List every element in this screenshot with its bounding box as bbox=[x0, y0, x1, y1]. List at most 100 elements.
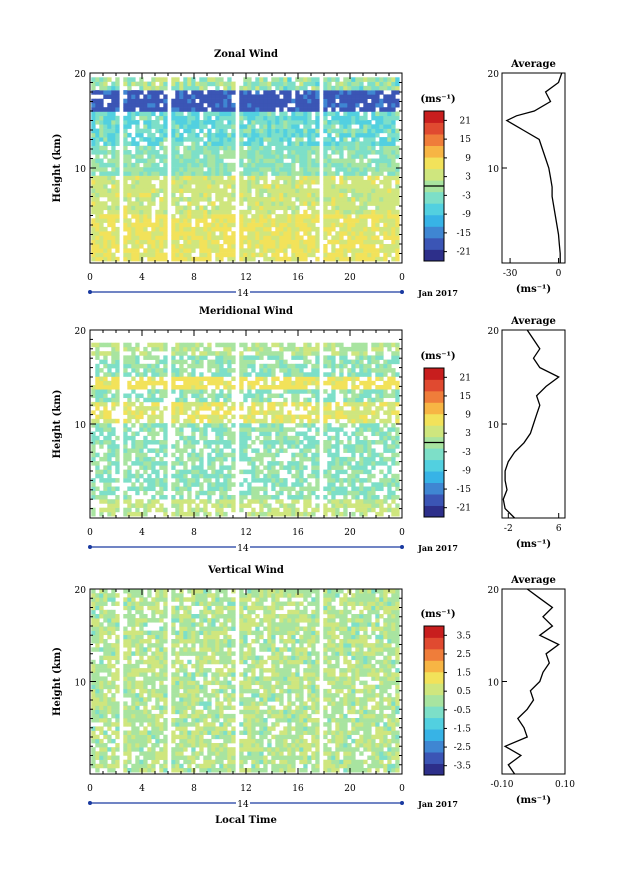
heatmap-cell bbox=[327, 81, 332, 87]
heatmap-cell bbox=[231, 414, 236, 420]
heatmap-cell bbox=[95, 389, 100, 394]
heatmap-cell bbox=[239, 503, 244, 508]
heatmap-cell bbox=[207, 465, 212, 470]
heatmap-cell bbox=[375, 511, 380, 517]
heatmap-cell bbox=[183, 167, 188, 172]
heatmap-cell bbox=[335, 192, 340, 198]
heatmap-cell bbox=[367, 427, 372, 432]
heatmap-cell bbox=[267, 401, 272, 407]
heatmap-cell bbox=[231, 231, 236, 236]
heatmap-cell bbox=[259, 456, 264, 462]
heatmap-cell bbox=[103, 486, 108, 492]
heatmap-cell bbox=[359, 115, 364, 121]
heatmap-cell bbox=[327, 410, 332, 415]
heatmap-cell bbox=[195, 214, 200, 219]
heatmap-cell bbox=[351, 385, 356, 390]
heatmap-cell bbox=[311, 179, 316, 185]
heatmap-cell bbox=[295, 94, 300, 99]
heatmap-cell bbox=[267, 115, 272, 121]
heatmap-cell bbox=[203, 209, 208, 215]
heatmap-cell bbox=[367, 235, 372, 240]
heatmap-cell bbox=[359, 355, 364, 360]
heatmap-cell bbox=[227, 184, 232, 189]
heatmap-cell bbox=[303, 452, 308, 458]
heatmap-cell bbox=[343, 248, 348, 253]
heatmap-cell bbox=[339, 205, 344, 211]
heatmap-cell bbox=[331, 90, 336, 95]
heatmap-cell bbox=[299, 94, 304, 99]
heatmap-cell bbox=[111, 507, 116, 513]
heatmap-cell bbox=[163, 209, 168, 215]
heatmap-cell bbox=[147, 235, 152, 240]
heatmap-cell bbox=[339, 201, 344, 206]
heatmap-cell bbox=[231, 452, 236, 458]
heatmap-cell bbox=[259, 205, 264, 211]
heatmap-cell bbox=[379, 231, 384, 236]
heatmap-cell bbox=[271, 111, 276, 117]
heatmap-cell bbox=[291, 248, 296, 253]
heatmap-cell bbox=[211, 167, 216, 172]
heatmap-cell bbox=[331, 141, 336, 146]
heatmap-cell bbox=[339, 469, 344, 475]
heatmap-cell bbox=[339, 503, 344, 508]
heatmap-cell bbox=[299, 145, 304, 151]
heatmap-cell bbox=[211, 226, 216, 232]
heatmap-cell bbox=[247, 132, 252, 138]
heatmap-cell bbox=[183, 179, 188, 185]
heatmap-cell bbox=[391, 218, 396, 223]
heatmap-cell bbox=[279, 368, 284, 373]
heatmap-cell bbox=[95, 214, 100, 219]
heatmap-cell bbox=[115, 124, 120, 129]
heatmap-cell bbox=[139, 499, 144, 504]
heatmap-cell bbox=[115, 150, 120, 155]
heatmap-cell bbox=[215, 158, 220, 164]
heatmap-cell bbox=[127, 256, 132, 262]
heatmap-cell bbox=[243, 503, 248, 508]
heatmap-cell bbox=[143, 120, 148, 125]
heatmap-cell bbox=[195, 346, 200, 352]
heatmap-cell bbox=[215, 444, 220, 449]
heatmap-cell bbox=[147, 499, 152, 504]
heatmap-cell bbox=[163, 179, 168, 185]
heatmap-cell bbox=[279, 128, 284, 134]
heatmap-cell bbox=[247, 511, 252, 517]
heatmap-cell bbox=[195, 389, 200, 394]
heatmap-cell bbox=[183, 482, 188, 487]
heatmap-cell bbox=[131, 115, 136, 121]
heatmap-cell bbox=[159, 256, 164, 262]
heatmap-cell bbox=[355, 235, 360, 240]
heatmap-cell bbox=[287, 465, 292, 470]
heatmap-cell bbox=[391, 77, 396, 82]
heatmap-cell bbox=[107, 132, 112, 138]
heatmap-cell bbox=[335, 128, 340, 134]
heatmap-cell bbox=[239, 145, 244, 151]
heatmap-cell bbox=[315, 351, 320, 356]
heatmap-cell bbox=[243, 167, 248, 172]
heatmap-cell bbox=[259, 410, 264, 415]
heatmap-cell bbox=[223, 154, 228, 159]
heatmap-cell bbox=[187, 167, 192, 172]
heatmap-cell bbox=[311, 452, 316, 458]
heatmap-cell bbox=[131, 222, 136, 228]
heatmap-cell bbox=[323, 414, 328, 420]
heatmap-cell bbox=[95, 137, 100, 142]
heatmap-cell bbox=[243, 226, 248, 232]
heatmap-cell bbox=[287, 179, 292, 185]
heatmap-cell bbox=[143, 192, 148, 198]
heatmap-cell bbox=[191, 380, 196, 386]
heatmap-cell bbox=[151, 171, 156, 176]
heatmap-cell bbox=[275, 239, 280, 245]
heatmap-cell bbox=[191, 418, 196, 424]
heatmap-cell bbox=[139, 107, 144, 112]
y-tick-label: 10 bbox=[75, 165, 87, 175]
heatmap-cell bbox=[223, 380, 228, 386]
heatmap-cell bbox=[303, 456, 308, 462]
heatmap-cell bbox=[127, 77, 132, 82]
heatmap-cell bbox=[103, 154, 108, 159]
heatmap-cell bbox=[179, 456, 184, 462]
heatmap-cell bbox=[115, 102, 120, 108]
heatmap-cell bbox=[323, 406, 328, 411]
heatmap-cell bbox=[99, 456, 104, 462]
heatmap-cell bbox=[287, 214, 292, 219]
heatmap-cell bbox=[283, 256, 288, 262]
